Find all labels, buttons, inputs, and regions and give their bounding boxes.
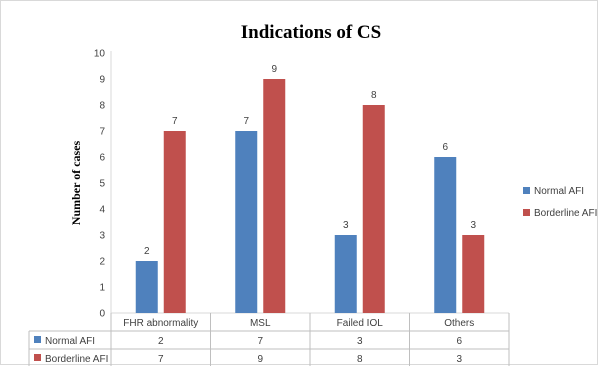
bar-normal-afi [135, 261, 158, 313]
category-label: Others [444, 318, 474, 329]
y-tick-label: 5 [99, 179, 105, 190]
table-cell: 9 [257, 354, 263, 365]
chart-title: Indications of CS [241, 22, 381, 43]
y-tick-label: 1 [99, 283, 105, 294]
legend-swatch [523, 187, 530, 194]
category-label: FHR abnormality [123, 318, 198, 329]
legend-item-label: Normal AFI [534, 186, 584, 197]
data-label: 2 [144, 246, 150, 257]
bar-normal-afi [334, 235, 357, 313]
table-cell: 2 [158, 336, 164, 347]
plot-area: 0 1 2 3 4 5 6 7 8 9 10 2 7 7 9 3 8 6 3 [94, 49, 509, 320]
y-tick-label: 10 [94, 49, 106, 60]
table-legend-key [34, 336, 41, 343]
table-cell: 3 [357, 336, 363, 347]
data-table: FHR abnormality MSL Failed IOL Others Normal… [28, 313, 510, 366]
data-label: 3 [343, 220, 349, 231]
category-label: Failed IOL [337, 318, 384, 329]
bar-borderline-afi [462, 235, 485, 313]
y-tick-label: 6 [99, 153, 105, 164]
legend: Normal AFI Borderline AFI [523, 186, 597, 219]
y-tick-label: 7 [99, 127, 105, 138]
bar-borderline-afi [263, 79, 286, 313]
y-tick-label: 0 [99, 309, 105, 320]
table-cell: 7 [257, 336, 263, 347]
legend-item-label: Borderline AFI [534, 208, 597, 219]
bar-borderline-afi [362, 105, 385, 313]
table-cell: 3 [456, 354, 462, 365]
bar-borderline-afi [163, 131, 186, 313]
category-label: MSL [250, 318, 271, 329]
data-label: 3 [470, 220, 476, 231]
y-tick-label: 4 [99, 205, 105, 216]
legend-swatch [523, 209, 530, 216]
data-label: 7 [243, 116, 249, 127]
data-label: 8 [371, 90, 377, 101]
y-axis-label: Number of cases [69, 140, 83, 225]
data-label: 9 [271, 64, 277, 75]
y-tick-label: 8 [99, 101, 105, 112]
bar-normal-afi [235, 131, 258, 313]
y-tick-label: 2 [99, 257, 105, 268]
table-series-name: Normal AFI [45, 336, 95, 347]
table-legend-key [34, 354, 41, 361]
bar-normal-afi [434, 157, 457, 313]
table-cell: 6 [456, 336, 462, 347]
table-cell: 8 [357, 354, 363, 365]
table-cell: 7 [158, 354, 164, 365]
table-series-name: Borderline AFI [45, 354, 108, 365]
data-label: 7 [172, 116, 178, 127]
y-tick-label: 9 [99, 75, 105, 86]
y-tick-label: 3 [99, 231, 105, 242]
data-label: 6 [442, 142, 448, 153]
